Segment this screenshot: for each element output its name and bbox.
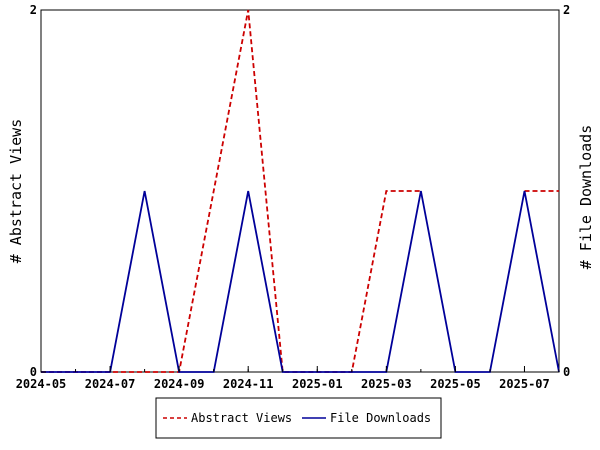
y-axis-label-left: # Abstract Views xyxy=(7,119,25,264)
series-line-abstract-views xyxy=(41,9,421,373)
y-right-tick-label: 0 xyxy=(563,365,570,379)
plot-area xyxy=(40,9,560,373)
legend-label-abstract-views: Abstract Views xyxy=(191,411,292,425)
y-left-tick-label: 0 xyxy=(30,365,37,379)
y-left-tick-label: 2 xyxy=(30,3,37,17)
x-tick-label: 2024-11 xyxy=(223,377,274,391)
x-tick-label: 2025-03 xyxy=(361,377,412,391)
x-tick-label: 2024-05 xyxy=(16,377,67,391)
x-tick-label: 2024-07 xyxy=(85,377,136,391)
legend-box xyxy=(155,397,442,439)
x-tick-label: 2025-01 xyxy=(292,377,343,391)
legend-label-file-downloads: File Downloads xyxy=(330,411,431,425)
series-layer xyxy=(41,9,560,373)
x-tick-label: 2025-05 xyxy=(430,377,481,391)
legend: Abstract Views File Downloads xyxy=(155,397,442,439)
y-right-tick-label: 2 xyxy=(563,3,570,17)
y-axis-label-right: # File Downloads xyxy=(577,125,595,270)
x-tick-label: 2025-07 xyxy=(499,377,550,391)
series-line-file-downloads xyxy=(41,190,560,373)
ticks-layer: 2024-05 2024-07 2024-09 2024-11 2025-01 2025-… xyxy=(16,3,571,391)
x-tick-label: 2024-09 xyxy=(154,377,205,391)
